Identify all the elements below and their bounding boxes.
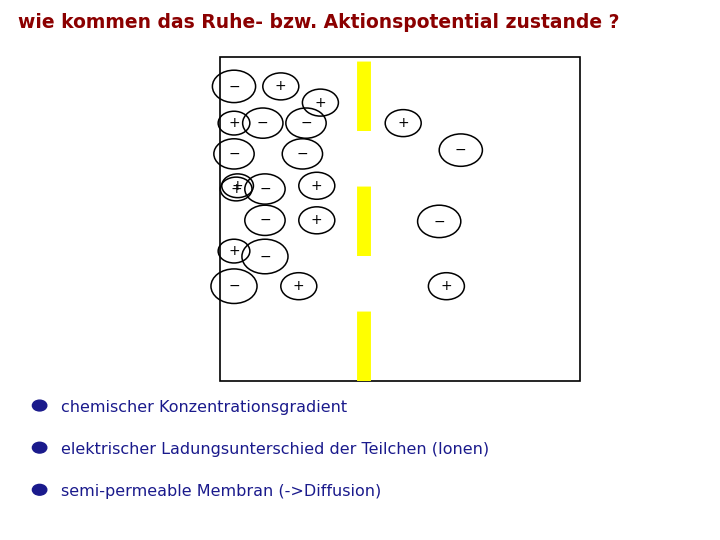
Text: +: + (228, 244, 240, 258)
Text: −: − (257, 116, 269, 130)
Text: −: − (259, 213, 271, 227)
Text: elektrischer Ladungsunterschied der Teilchen (Ionen): elektrischer Ladungsunterschied der Teil… (61, 442, 490, 457)
Text: −: − (433, 214, 445, 228)
Text: +: + (293, 279, 305, 293)
Circle shape (32, 484, 47, 495)
Text: +: + (230, 182, 242, 196)
Text: −: − (455, 143, 467, 157)
Text: −: − (259, 249, 271, 264)
Text: semi-permeable Membran (->Diffusion): semi-permeable Membran (->Diffusion) (61, 484, 382, 500)
Text: −: − (228, 279, 240, 293)
Bar (220, 57, 580, 381)
Text: +: + (397, 116, 409, 130)
Text: −: − (259, 182, 271, 196)
Circle shape (32, 442, 47, 453)
Text: −: − (300, 116, 312, 130)
Text: wie kommen das Ruhe- bzw. Aktionspotential zustande ?: wie kommen das Ruhe- bzw. Aktionspotenti… (18, 14, 619, 32)
Text: +: + (228, 116, 240, 130)
Text: chemischer Konzentrationsgradient: chemischer Konzentrationsgradient (61, 400, 347, 415)
Text: +: + (275, 79, 287, 93)
Text: −: − (228, 79, 240, 93)
Text: +: + (311, 179, 323, 193)
Text: +: + (311, 213, 323, 227)
Text: +: + (441, 279, 452, 293)
Text: +: + (315, 96, 326, 110)
Text: −: − (228, 147, 240, 161)
Text: +: + (232, 179, 243, 193)
Text: −: − (297, 147, 308, 161)
Circle shape (32, 400, 47, 411)
